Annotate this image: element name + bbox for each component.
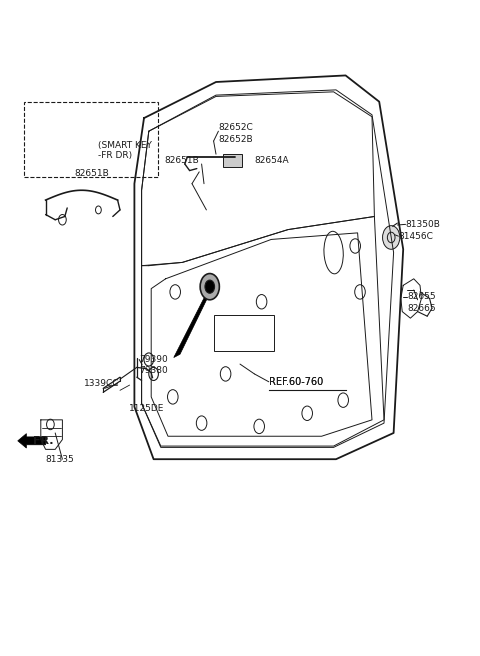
FancyArrow shape xyxy=(18,434,46,448)
Text: 82654A: 82654A xyxy=(254,156,289,165)
Circle shape xyxy=(200,274,219,300)
Text: 79390: 79390 xyxy=(139,355,168,364)
Text: 1339CC: 1339CC xyxy=(84,379,120,388)
Bar xyxy=(223,154,242,167)
Text: 82652C: 82652C xyxy=(218,123,253,133)
Text: 79380: 79380 xyxy=(139,366,168,375)
Polygon shape xyxy=(174,285,214,358)
Circle shape xyxy=(383,226,400,249)
Text: 82665: 82665 xyxy=(407,304,436,313)
Text: 81456C: 81456C xyxy=(398,232,433,241)
Text: 82652B: 82652B xyxy=(218,135,253,144)
Text: 82655: 82655 xyxy=(407,292,436,301)
Text: REF.60-760: REF.60-760 xyxy=(269,377,323,387)
Text: 81335: 81335 xyxy=(46,455,74,464)
Text: FR.: FR. xyxy=(33,436,53,446)
Text: 1125DE: 1125DE xyxy=(129,403,164,413)
Text: 82651B: 82651B xyxy=(164,156,199,165)
Text: REF.60-760: REF.60-760 xyxy=(269,377,323,387)
Circle shape xyxy=(205,280,215,293)
Text: (SMART KEY
-FR DR): (SMART KEY -FR DR) xyxy=(98,141,152,161)
Text: 82651B: 82651B xyxy=(74,169,109,178)
Text: 81350B: 81350B xyxy=(406,220,441,229)
